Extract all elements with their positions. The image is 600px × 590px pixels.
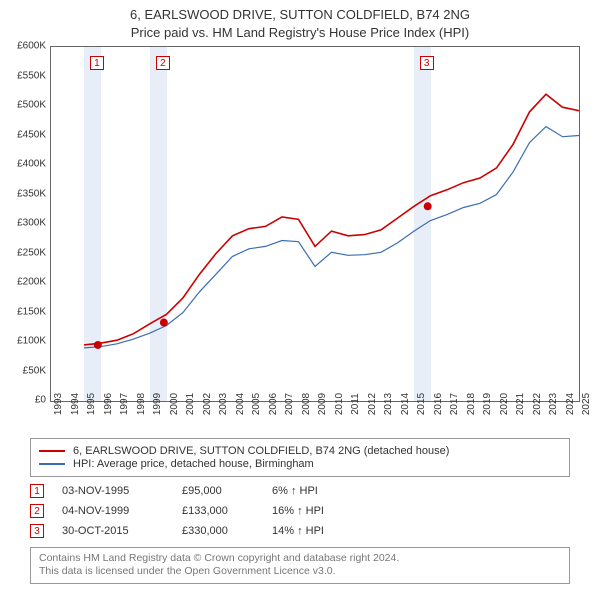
series-property bbox=[84, 94, 579, 345]
y-tick-label: £500K bbox=[0, 100, 50, 111]
y-tick-label: £600K bbox=[0, 41, 50, 52]
legend-row-property: 6, EARLSWOOD DRIVE, SUTTON COLDFIELD, B7… bbox=[39, 445, 561, 457]
sale-dot bbox=[424, 202, 432, 210]
x-tick-label: 1998 bbox=[136, 393, 147, 415]
sale-marker-box: 2 bbox=[156, 56, 170, 70]
x-tick-label: 2008 bbox=[301, 393, 312, 415]
y-tick-label: £400K bbox=[0, 159, 50, 170]
x-tick-label: 2024 bbox=[565, 393, 576, 415]
x-tick-label: 2022 bbox=[532, 393, 543, 415]
y-tick-label: £0 bbox=[0, 395, 50, 406]
y-tick-label: £200K bbox=[0, 277, 50, 288]
legend: 6, EARLSWOOD DRIVE, SUTTON COLDFIELD, B7… bbox=[30, 438, 570, 477]
chart-title: 6, EARLSWOOD DRIVE, SUTTON COLDFIELD, B7… bbox=[0, 0, 600, 41]
chart-svg bbox=[51, 47, 579, 401]
event-marker-box: 2 bbox=[30, 504, 44, 518]
x-tick-label: 2016 bbox=[433, 393, 444, 415]
x-tick-label: 1997 bbox=[119, 393, 130, 415]
x-tick-label: 1999 bbox=[152, 393, 163, 415]
event-pct: 14% ↑ HPI bbox=[272, 525, 362, 537]
y-tick-label: £300K bbox=[0, 218, 50, 229]
footnote-line-2: This data is licensed under the Open Gov… bbox=[39, 565, 561, 579]
event-price: £133,000 bbox=[182, 505, 272, 517]
event-marker-box: 3 bbox=[30, 524, 44, 538]
y-tick-label: £450K bbox=[0, 129, 50, 140]
footnote-line-1: Contains HM Land Registry data © Crown c… bbox=[39, 552, 561, 566]
x-tick-label: 2017 bbox=[449, 393, 460, 415]
x-tick-label: 2003 bbox=[218, 393, 229, 415]
x-tick-label: 2000 bbox=[169, 393, 180, 415]
x-tick-label: 1993 bbox=[53, 393, 64, 415]
sale-dot bbox=[94, 341, 102, 349]
x-tick-label: 2005 bbox=[251, 393, 262, 415]
legend-row-hpi: HPI: Average price, detached house, Birm… bbox=[39, 458, 561, 470]
x-tick-label: 1994 bbox=[70, 393, 81, 415]
x-tick-label: 2014 bbox=[400, 393, 411, 415]
x-tick-label: 2009 bbox=[317, 393, 328, 415]
y-tick-label: £100K bbox=[0, 336, 50, 347]
legend-label-hpi: HPI: Average price, detached house, Birm… bbox=[73, 458, 314, 470]
series-hpi bbox=[84, 127, 579, 348]
sale-event-row: 2 04-NOV-1999£133,00016% ↑ HPI bbox=[30, 504, 570, 518]
legend-swatch-property bbox=[39, 450, 65, 452]
event-marker-box: 1 bbox=[30, 484, 44, 498]
x-tick-label: 2013 bbox=[383, 393, 394, 415]
x-tick-label: 2025 bbox=[581, 393, 592, 415]
x-tick-label: 2015 bbox=[416, 393, 427, 415]
event-pct: 16% ↑ HPI bbox=[272, 505, 362, 517]
y-tick-label: £350K bbox=[0, 188, 50, 199]
price-chart bbox=[50, 46, 580, 402]
title-line-2: Price paid vs. HM Land Registry's House … bbox=[0, 24, 600, 42]
sale-dot bbox=[160, 319, 168, 327]
x-tick-label: 2023 bbox=[548, 393, 559, 415]
event-date: 30-OCT-2015 bbox=[62, 525, 182, 537]
sale-event-row: 1 03-NOV-1995£95,0006% ↑ HPI bbox=[30, 484, 570, 498]
x-tick-label: 2021 bbox=[515, 393, 526, 415]
x-tick-label: 2018 bbox=[466, 393, 477, 415]
event-price: £95,000 bbox=[182, 485, 272, 497]
event-date: 04-NOV-1999 bbox=[62, 505, 182, 517]
x-tick-label: 2019 bbox=[482, 393, 493, 415]
legend-label-property: 6, EARLSWOOD DRIVE, SUTTON COLDFIELD, B7… bbox=[73, 445, 449, 457]
x-tick-label: 2012 bbox=[367, 393, 378, 415]
x-tick-label: 1996 bbox=[103, 393, 114, 415]
sale-marker-box: 3 bbox=[420, 56, 434, 70]
event-price: £330,000 bbox=[182, 525, 272, 537]
event-date: 03-NOV-1995 bbox=[62, 485, 182, 497]
title-line-1: 6, EARLSWOOD DRIVE, SUTTON COLDFIELD, B7… bbox=[0, 6, 600, 24]
x-tick-label: 2004 bbox=[235, 393, 246, 415]
y-tick-label: £150K bbox=[0, 306, 50, 317]
event-pct: 6% ↑ HPI bbox=[272, 485, 362, 497]
house-price-figure: { "title_line1": "6, EARLSWOOD DRIVE, SU… bbox=[0, 0, 600, 590]
x-tick-label: 1995 bbox=[86, 393, 97, 415]
y-tick-label: £50K bbox=[0, 365, 50, 376]
x-tick-label: 2011 bbox=[350, 393, 361, 415]
legend-swatch-hpi bbox=[39, 463, 65, 465]
x-tick-label: 2001 bbox=[185, 393, 196, 415]
sale-marker-box: 1 bbox=[90, 56, 104, 70]
x-tick-label: 2020 bbox=[499, 393, 510, 415]
sale-event-row: 3 30-OCT-2015£330,00014% ↑ HPI bbox=[30, 524, 570, 538]
x-tick-label: 2010 bbox=[334, 393, 345, 415]
x-tick-label: 2006 bbox=[268, 393, 279, 415]
x-tick-label: 2002 bbox=[202, 393, 213, 415]
x-tick-label: 2007 bbox=[284, 393, 295, 415]
footnote: Contains HM Land Registry data © Crown c… bbox=[30, 547, 570, 584]
y-tick-label: £250K bbox=[0, 247, 50, 258]
y-tick-label: £550K bbox=[0, 70, 50, 81]
